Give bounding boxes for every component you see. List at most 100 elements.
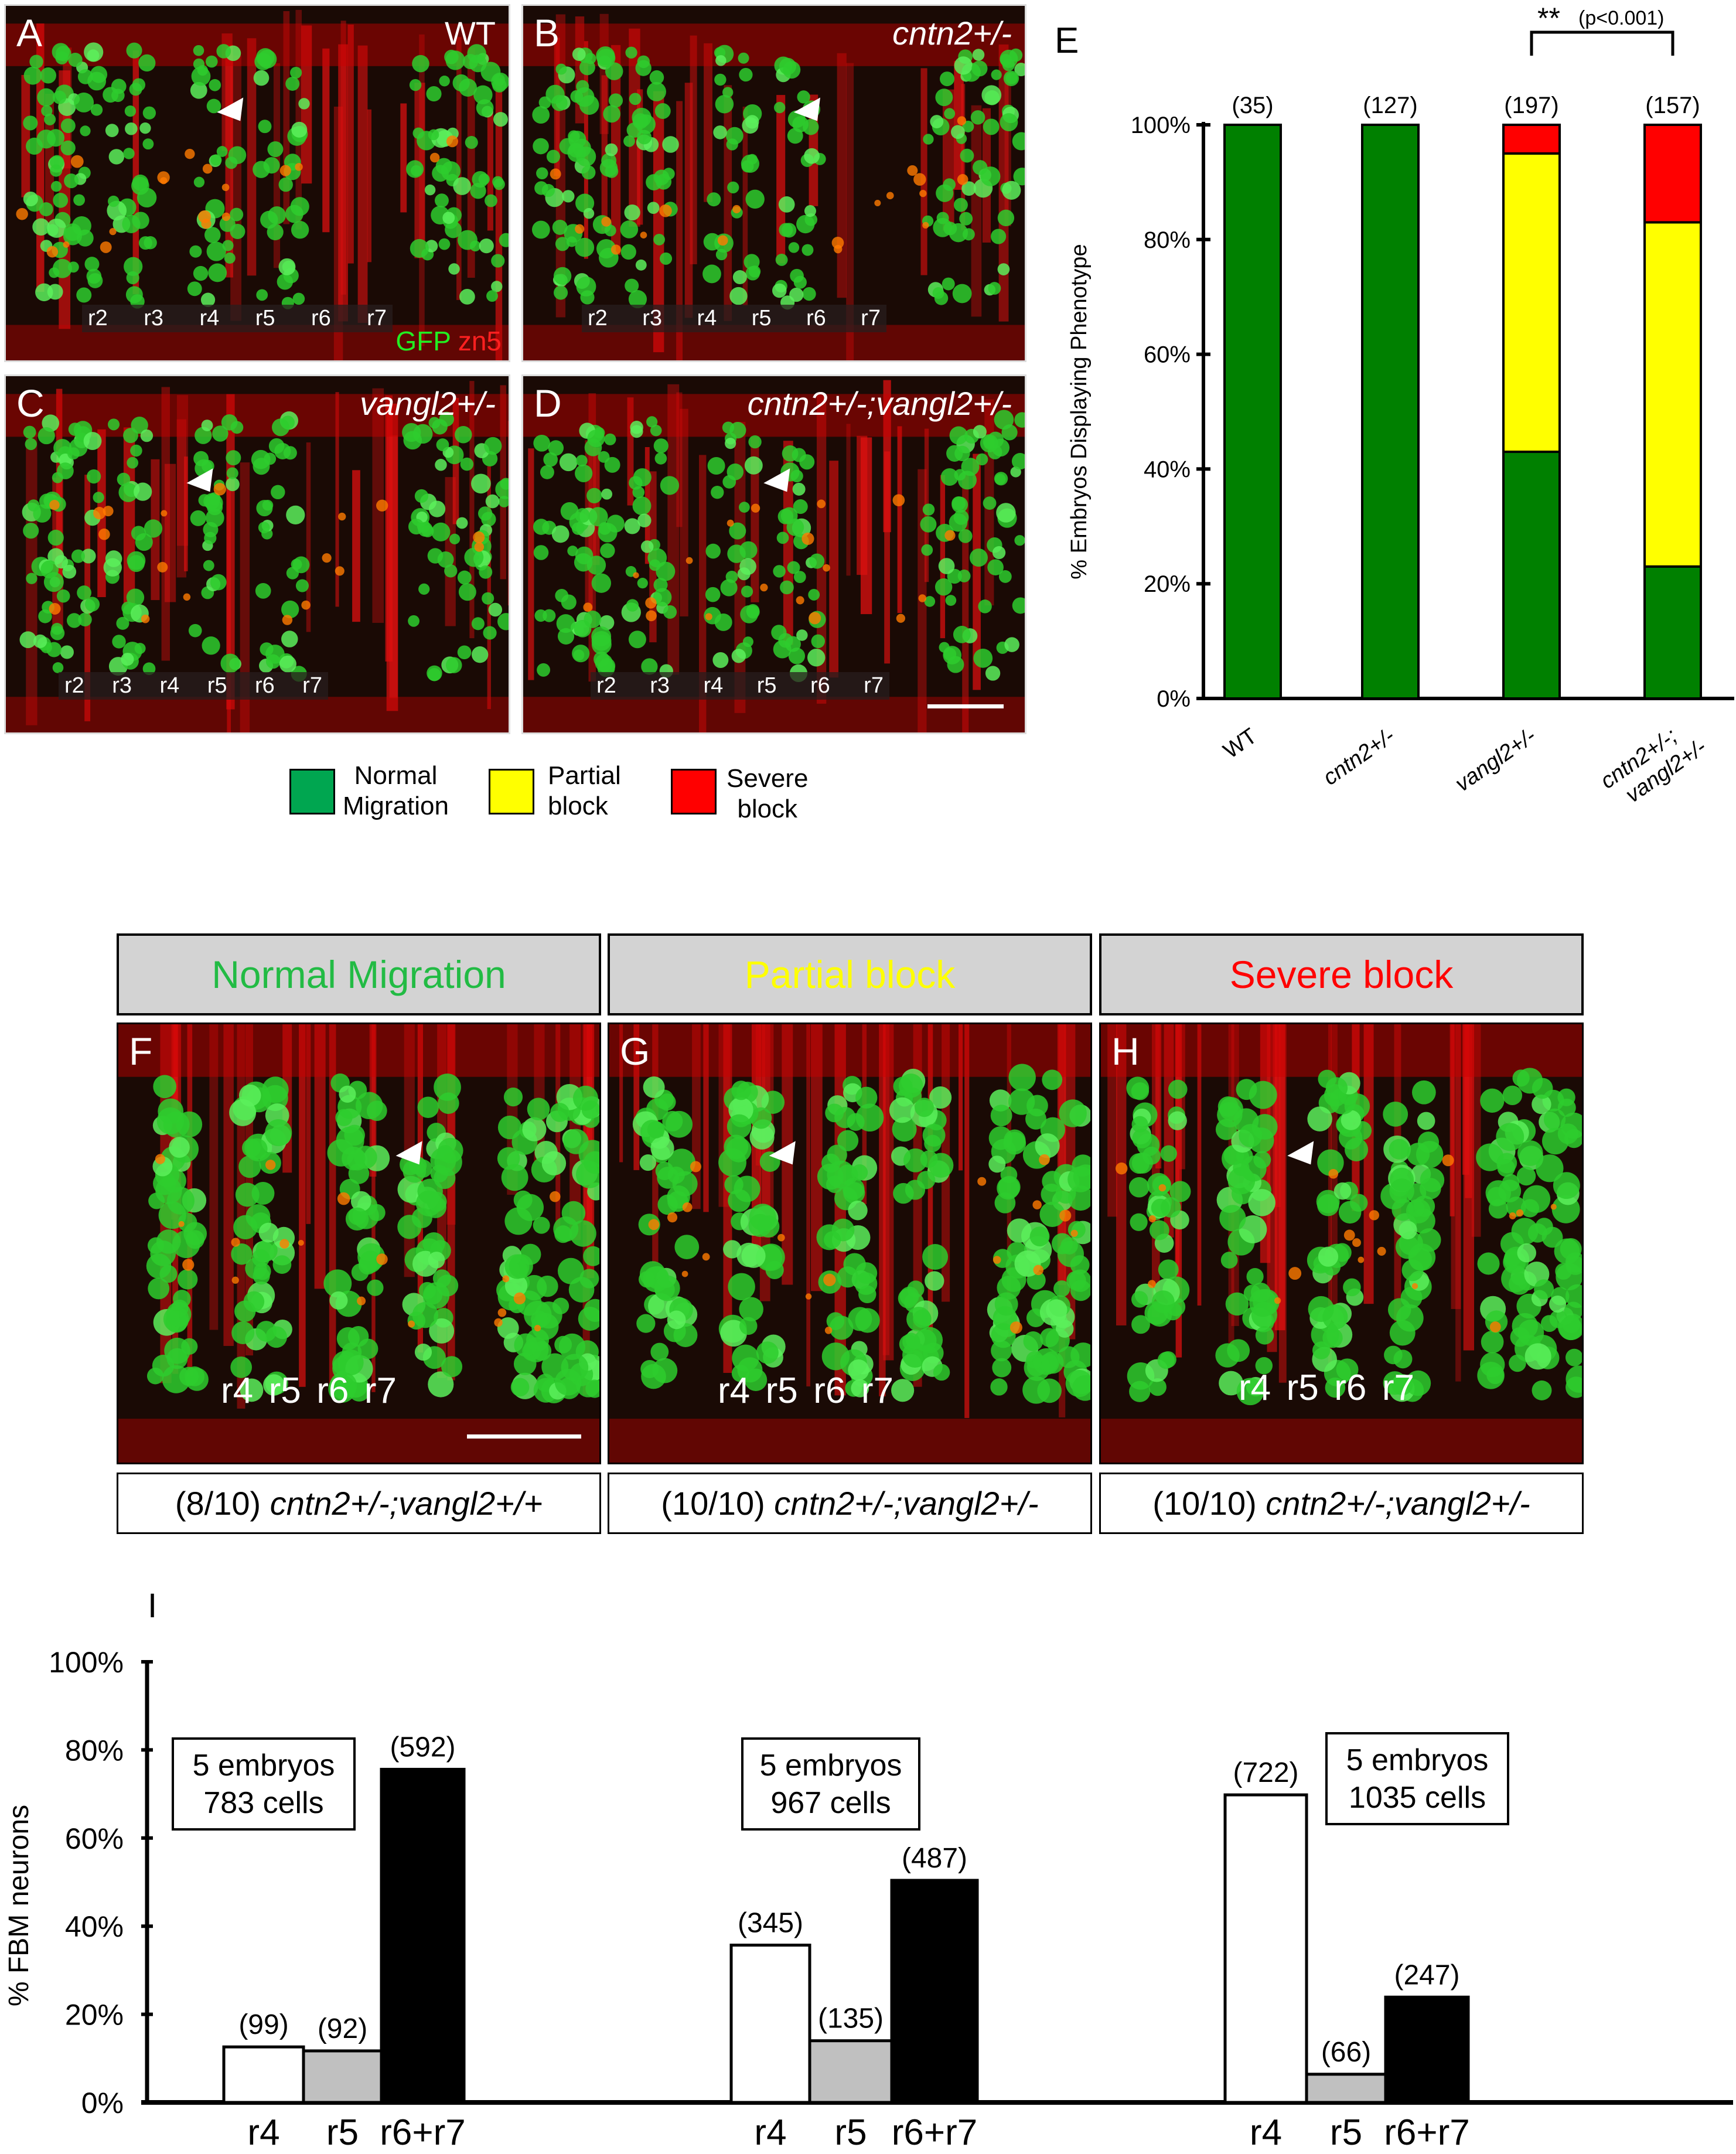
neuron (934, 291, 949, 305)
overlap-signal (298, 1239, 304, 1246)
neuron (1411, 1080, 1436, 1105)
neuron (1393, 1349, 1413, 1369)
neuron (285, 205, 303, 223)
neuron (253, 70, 270, 86)
neuron (1566, 1365, 1582, 1393)
tissue-band (1101, 1024, 1582, 1077)
neuron (46, 642, 62, 657)
count-label: (722) (1233, 1757, 1298, 1788)
neuron (903, 1148, 927, 1173)
overlap-signal (279, 1239, 289, 1249)
neuron (1014, 62, 1025, 77)
neuron (464, 547, 484, 567)
neuron (793, 275, 807, 289)
axon-tract (528, 448, 534, 680)
neuron (541, 183, 555, 197)
neuron (667, 1310, 686, 1330)
axon-tract (962, 472, 969, 732)
overlap-signal (1343, 1229, 1355, 1241)
neuron (265, 1119, 292, 1147)
neuron (323, 1269, 352, 1298)
neuron (226, 450, 241, 466)
neuron (1516, 1166, 1536, 1186)
neuron (190, 510, 206, 526)
axon-tract (322, 48, 330, 233)
neuron (606, 514, 625, 533)
neuron (988, 1156, 1006, 1173)
axon-tract (676, 101, 683, 360)
overlap-signal (221, 183, 230, 192)
legend-text: block (737, 795, 798, 823)
header-severe-block: Severe block (1099, 933, 1584, 1015)
axon-tract (1197, 1024, 1202, 1306)
neuron (533, 138, 549, 155)
overlap-signal (98, 529, 110, 540)
neuron (591, 630, 612, 651)
y-tick-label: 40% (1144, 456, 1191, 482)
neuron (587, 430, 605, 448)
rhombomere-label: r7 (861, 1371, 893, 1411)
rhombomere-label: r6 (316, 1371, 349, 1411)
axon-tract (810, 1024, 823, 1291)
box-text: 1035 cells (1348, 1780, 1486, 1815)
rhombomere-labels: r2 r3 r4 r5 r6 r7 (82, 305, 393, 332)
axon-tract (1155, 1024, 1162, 1169)
neuron (1565, 1284, 1582, 1308)
overlap-signal (155, 1154, 166, 1164)
neuron (1481, 1330, 1504, 1354)
rhombomere-label: r6 (311, 306, 331, 330)
neuron (556, 614, 575, 633)
neuron (1131, 1315, 1150, 1334)
neuron (246, 1138, 268, 1160)
neuron (543, 452, 558, 467)
bar-r6+r7 (1384, 1995, 1470, 2104)
axon-tract (400, 103, 407, 213)
overlap-signal (824, 1327, 833, 1334)
bar-segment-partial-block (1643, 221, 1702, 568)
neuron (428, 500, 446, 517)
neuron (267, 141, 284, 158)
neuron (1420, 1168, 1445, 1192)
neuron (647, 1121, 665, 1139)
neuron (29, 54, 43, 69)
neuron (643, 1076, 665, 1098)
neuron (90, 66, 108, 83)
neuron (504, 1274, 528, 1297)
n-label: (197) (1504, 93, 1558, 118)
neuron (251, 1182, 275, 1205)
neuron (126, 271, 139, 285)
neuron (1383, 1371, 1407, 1395)
neuron (193, 265, 209, 281)
neuron (959, 212, 973, 226)
neuron (654, 452, 667, 465)
axon-tract (724, 85, 732, 321)
neuron (1565, 1348, 1582, 1366)
overlap-signal (874, 200, 881, 206)
neuron (654, 103, 671, 119)
axon-tract (1363, 1024, 1374, 1304)
neuron (206, 241, 226, 261)
neuron (858, 1285, 876, 1304)
neuron (472, 171, 489, 188)
neuron (513, 1352, 537, 1375)
neuron (650, 424, 662, 437)
axon-tract (132, 50, 139, 294)
overlap-signal (633, 572, 639, 578)
neuron (1158, 1259, 1179, 1280)
neuron (725, 438, 736, 449)
neuron (455, 425, 472, 444)
panel-letter: E (1055, 21, 1079, 61)
neuron (434, 1167, 456, 1190)
neuron (279, 655, 296, 673)
neuron (569, 1220, 596, 1247)
overlap-signal (213, 483, 226, 496)
neuron (493, 178, 505, 190)
neuron (226, 467, 238, 479)
scale-bar (927, 704, 1004, 708)
header-text: Partial block (744, 953, 956, 996)
neuron (629, 93, 642, 105)
neuron (438, 238, 451, 250)
neuron (980, 166, 1001, 186)
neuron (457, 570, 472, 585)
overlap-signal (667, 1212, 678, 1223)
